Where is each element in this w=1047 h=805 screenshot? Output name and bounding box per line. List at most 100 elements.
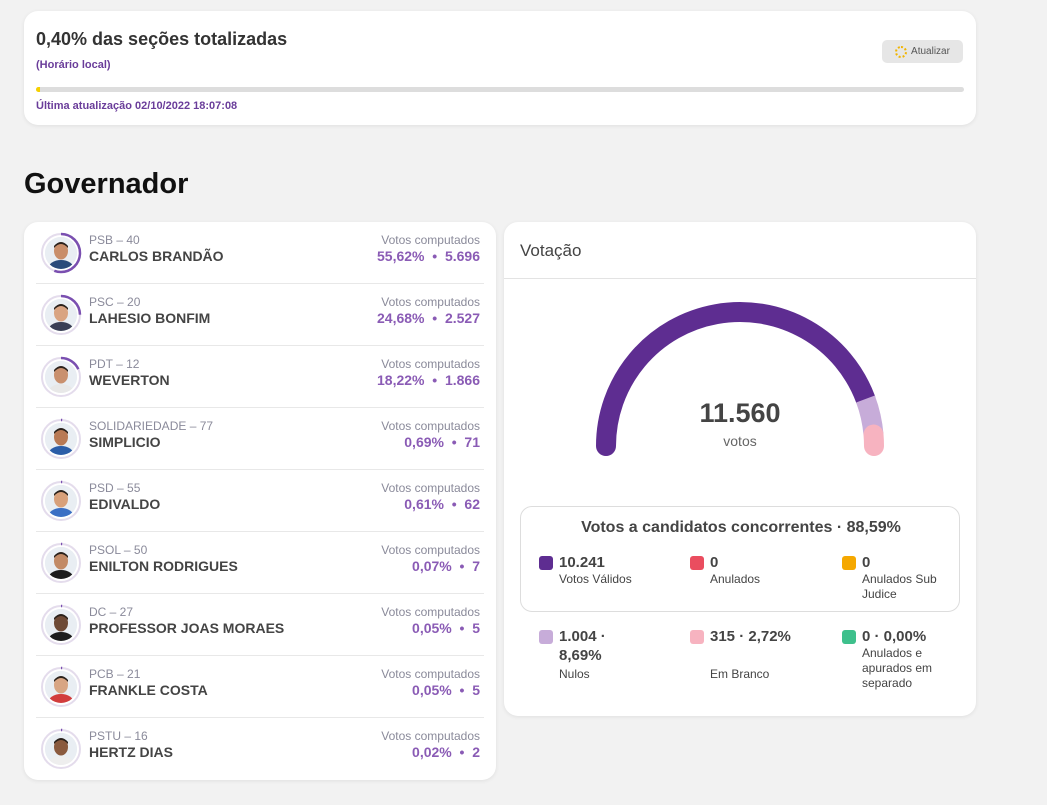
local-time-note: (Horário local): [36, 59, 111, 71]
totalization-progress-bar: [36, 87, 964, 92]
candidate-avatar: [40, 666, 82, 708]
stat-label: Anulados e apurados em separado: [862, 646, 933, 690]
candidate-row[interactable]: PDT – 12 WEVERTON Votos computados 18,22% •…: [36, 346, 484, 408]
stat-value: 315 · 2,72%: [710, 628, 791, 645]
candidate-name: WEVERTON: [89, 372, 170, 388]
vote-share-ring: [40, 666, 82, 708]
votes-label: Votos computados: [381, 729, 480, 743]
totalization-progress-fill: [36, 87, 40, 92]
votes-value: 0,61% • 62: [404, 496, 480, 512]
vote-share-ring: [40, 480, 82, 522]
candidate-avatar: [40, 232, 82, 274]
candidate-party: PSB – 40: [89, 233, 140, 247]
stat-label: Votos Válidos: [559, 572, 632, 586]
candidate-name: ENILTON RODRIGUES: [89, 558, 238, 574]
stat-label: Anulados Sub Judice: [862, 572, 937, 601]
vote-share-ring: [40, 728, 82, 770]
stat-label: Anulados: [710, 572, 761, 586]
candidate-party: PSC – 20: [89, 295, 141, 309]
avatar: [45, 361, 77, 393]
legend-swatch: [842, 630, 856, 644]
candidate-avatar: [40, 356, 82, 398]
votes-value: 0,69% • 71: [404, 434, 480, 450]
avatar: [45, 237, 77, 269]
votes-value: 0,02% • 2: [412, 744, 480, 760]
total-votes-unit: votos: [723, 433, 757, 449]
legend-swatch: [690, 556, 704, 570]
candidate-avatar: [40, 418, 82, 460]
candidate-party: PSD – 55: [89, 481, 141, 495]
stat-label: Em Branco: [710, 667, 770, 681]
votes-label: Votos computados: [381, 667, 480, 681]
legend-swatch: [539, 630, 553, 644]
stat-value: 10.241: [559, 554, 605, 571]
votes-value: 0,05% • 5: [412, 682, 480, 698]
last-update: Última atualização 02/10/2022 18:07:08: [36, 100, 238, 112]
vote-share-ring: [40, 294, 82, 336]
candidate-name: HERTZ DIAS: [89, 744, 173, 760]
candidate-party: PCB – 21: [89, 667, 141, 681]
avatar: [45, 299, 77, 331]
candidate-row[interactable]: PSOL – 50 ENILTON RODRIGUES Votos computad…: [36, 532, 484, 594]
candidate-row[interactable]: PSC – 20 LAHESIO BONFIM Votos computados 24…: [36, 284, 484, 346]
section-title: Governador: [24, 168, 189, 200]
avatar: [45, 609, 77, 641]
stat-value: 0: [710, 554, 719, 571]
candidate-row[interactable]: PSD – 55 EDIVALDO Votos computados 0,61% • …: [36, 470, 484, 532]
vote-share-ring: [40, 418, 82, 460]
refresh-icon: [895, 45, 908, 58]
candidate-name: EDIVALDO: [89, 496, 161, 512]
stat-label: Nulos: [559, 667, 590, 681]
avatar: [45, 671, 77, 703]
refresh-label: Atualizar: [911, 46, 950, 57]
candidate-name: FRANKLE COSTA: [89, 682, 208, 698]
votes-value: 55,62% • 5.696: [377, 248, 480, 264]
stat-value: 0: [862, 554, 871, 571]
votes-value: 0,07% • 7: [412, 558, 480, 574]
votes-label: Votos computados: [381, 295, 480, 309]
votes-label: Votos computados: [381, 357, 480, 371]
candidate-row[interactable]: PCB – 21 FRANKLE COSTA Votos computados 0,0…: [36, 656, 484, 718]
stat-value: 1.004 · 8,69%: [559, 628, 606, 664]
candidate-avatar: [40, 728, 82, 770]
votes-value: 18,22% • 1.866: [377, 372, 480, 388]
candidate-row[interactable]: SOLIDARIEDADE – 77 SIMPLICIO Votos computa…: [36, 408, 484, 470]
avatar: [45, 547, 77, 579]
votes-label: Votos computados: [381, 233, 480, 247]
votes-label: Votos computados: [381, 481, 480, 495]
votes-gauge: [596, 302, 884, 456]
total-votes: 11.560: [699, 398, 781, 428]
candidate-party: DC – 27: [89, 605, 134, 619]
candidate-avatar: [40, 480, 82, 522]
votes-label: Votos computados: [381, 543, 480, 557]
avatar: [45, 733, 77, 765]
status-card: 0,40% das seções totalizadas (Horário lo…: [24, 11, 976, 125]
candidate-name: PROFESSOR JOAS MORAES: [89, 620, 285, 636]
candidate-avatar: [40, 294, 82, 336]
stat-value: 0 · 0,00%: [862, 628, 927, 645]
votacao-title: Votação: [520, 241, 582, 260]
candidate-avatar: [40, 604, 82, 646]
votes-value: 0,05% • 5: [412, 620, 480, 636]
candidate-row[interactable]: PSTU – 16 HERTZ DIAS Votos computados 0,02%…: [36, 718, 484, 780]
candidate-row[interactable]: DC – 27 PROFESSOR JOAS MORAES Votos comput…: [36, 594, 484, 656]
candidate-party: PSOL – 50: [89, 543, 148, 557]
legend-swatch: [842, 556, 856, 570]
gauge-segment-validos: [596, 302, 876, 456]
candidate-avatar: [40, 542, 82, 584]
totalization-title: 0,40% das seções totalizadas: [36, 29, 288, 49]
candidate-party: SOLIDARIEDADE – 77: [89, 419, 214, 433]
legend-swatch: [690, 630, 704, 644]
votes-label: Votos computados: [381, 605, 480, 619]
legend-swatch: [539, 556, 553, 570]
votacao-card: Votação 11.560 votos Votos a candidatos …: [504, 222, 976, 716]
vote-share-ring: [40, 232, 82, 274]
vote-share-ring: [40, 356, 82, 398]
avatar: [45, 485, 77, 517]
votacao-header: Votação: [504, 222, 976, 279]
concorrentes-title: Votos a candidatos concorrentes · 88,59%: [581, 519, 901, 536]
vote-share-ring: [40, 604, 82, 646]
candidate-party: PDT – 12: [89, 357, 140, 371]
refresh-button[interactable]: Atualizar: [882, 40, 963, 63]
candidate-row[interactable]: PSB – 40 CARLOS BRANDÃO Votos computados 55…: [36, 222, 484, 284]
